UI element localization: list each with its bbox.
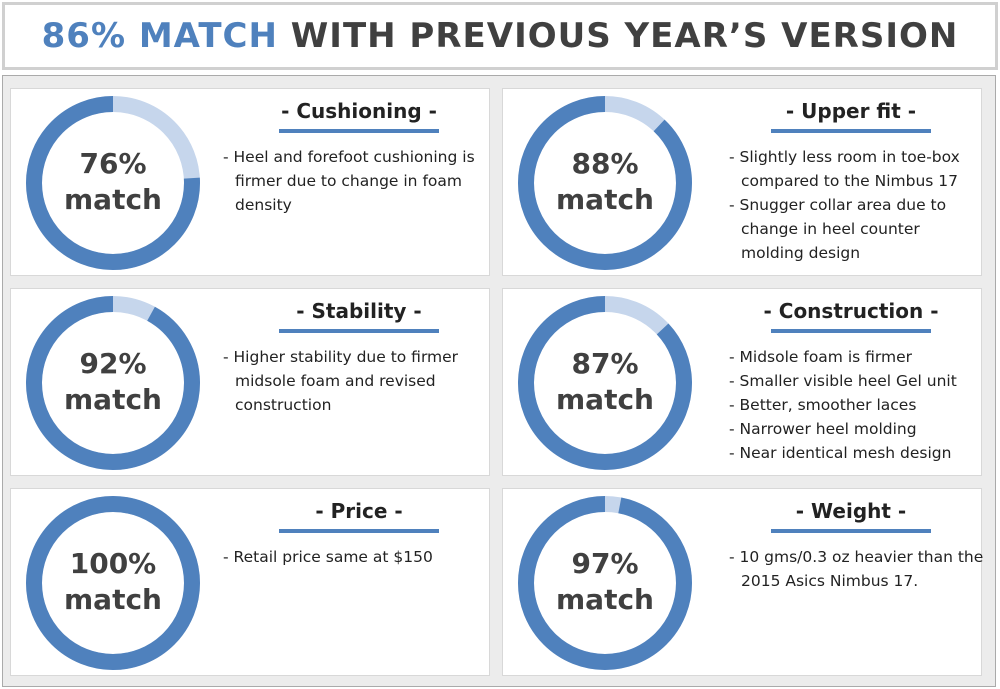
value-label: 87% — [571, 347, 638, 380]
value-label: 92% — [79, 347, 146, 380]
note: - Heel and forefoot cushioning is firmer… — [223, 148, 475, 214]
card: 76% match - Cushioning - - Heel and forefoo… — [10, 88, 490, 276]
center-text: match — [64, 583, 162, 616]
card: 92% match - Stability - - Higher stability … — [10, 288, 490, 476]
donut-arc — [518, 496, 692, 670]
note: - Narrower heel molding — [729, 420, 917, 438]
card-title: - Price - — [315, 499, 403, 523]
notes: - Higher stability due to firmer midsole… — [223, 345, 481, 417]
note: - Retail price same at $150 — [223, 548, 433, 566]
donut-arc — [26, 96, 200, 270]
notes: - Midsole foam is firmer - Smaller visibl… — [729, 345, 987, 465]
card: 97% match - Weight - - 10 gms/0.3 oz heavie… — [502, 488, 983, 676]
title-bar — [279, 329, 439, 333]
donut-arc — [26, 496, 200, 670]
header: 86% MATCH WITH PREVIOUS YEAR’S VERSION — [2, 2, 998, 70]
donut-arc — [518, 296, 692, 470]
card: 100% match - Price - - Retail price same at… — [10, 488, 490, 676]
title-bar — [771, 329, 931, 333]
notes: - Heel and forefoot cushioning is firmer… — [223, 145, 481, 217]
card-title: - Cushioning - — [281, 99, 437, 123]
donut: 100%match — [26, 496, 200, 670]
value-label: 97% — [571, 547, 638, 580]
donut: 92%match — [26, 296, 200, 470]
donut: 87%match — [518, 296, 692, 470]
note: - Near identical mesh design — [729, 444, 952, 462]
center-text: match — [556, 583, 654, 616]
center-text: match — [556, 183, 654, 216]
title-bar — [279, 129, 439, 133]
center-text: match — [556, 383, 654, 416]
title-bar — [279, 529, 439, 533]
value-label: 88% — [571, 147, 638, 180]
value-label: 76% — [79, 147, 146, 180]
card-title: - Stability - — [296, 299, 422, 323]
note: - Higher stability due to firmer midsole… — [223, 348, 459, 414]
note: - Slightly less room in toe-box compared… — [729, 148, 960, 190]
note: - Smaller visible heel Gel unit — [729, 372, 957, 390]
card: 87% match - Construction - - Midsole foam i… — [502, 288, 982, 476]
donut-arc — [26, 296, 200, 470]
title-bar — [771, 529, 931, 533]
notes: - Retail price same at $150 — [223, 545, 481, 569]
title-bar — [771, 129, 931, 133]
donut: 76%match — [26, 96, 200, 270]
donut: 88%match — [518, 96, 692, 270]
card: 88% match - Upper fit - - Slightly less roo… — [502, 88, 982, 276]
header-highlight: 86% MATCH — [41, 16, 278, 56]
donut: 97%match — [518, 496, 692, 670]
note: - Snugger collar area due to change in h… — [729, 196, 947, 262]
center-text: match — [64, 383, 162, 416]
note: - 10 gms/0.3 oz heavier than the 2015 As… — [729, 548, 984, 590]
donut-arc — [518, 96, 692, 270]
note: - Midsole foam is firmer — [729, 348, 913, 366]
center-text: match — [64, 183, 162, 216]
card-title: - Upper fit - — [785, 99, 917, 123]
card-title: - Weight - — [795, 499, 907, 523]
value-label: 100% — [70, 547, 157, 580]
notes: - 10 gms/0.3 oz heavier than the 2015 As… — [729, 545, 987, 593]
card-title: - Construction - — [763, 299, 939, 323]
notes: - Slightly less room in toe-box compared… — [729, 145, 987, 265]
header-title: WITH PREVIOUS YEAR’S VERSION — [290, 16, 959, 56]
note: - Better, smoother laces — [729, 396, 917, 414]
